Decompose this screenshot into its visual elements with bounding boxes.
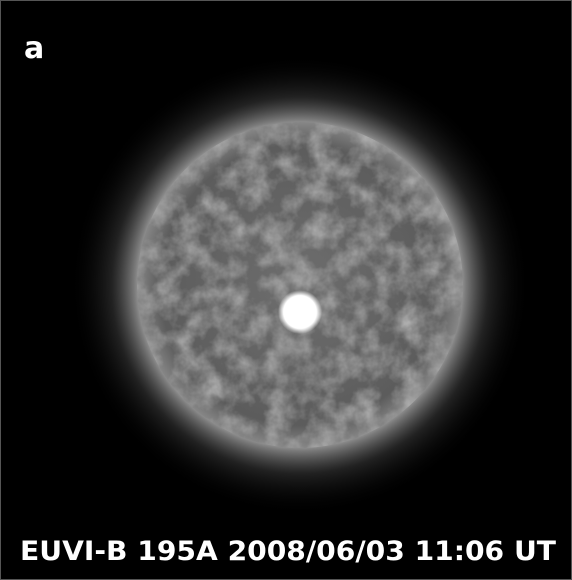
panel-label: a bbox=[24, 31, 44, 66]
page: a EUVI-B 195A 2008/06/03 11:06 UT (() =>… bbox=[0, 0, 572, 580]
disk-texture bbox=[137, 122, 463, 448]
caption: EUVI-B 195A 2008/06/03 11:06 UT bbox=[20, 536, 557, 567]
solar-image: a EUVI-B 195A 2008/06/03 11:06 UT bbox=[0, 0, 572, 580]
occulter-dot bbox=[278, 290, 322, 334]
